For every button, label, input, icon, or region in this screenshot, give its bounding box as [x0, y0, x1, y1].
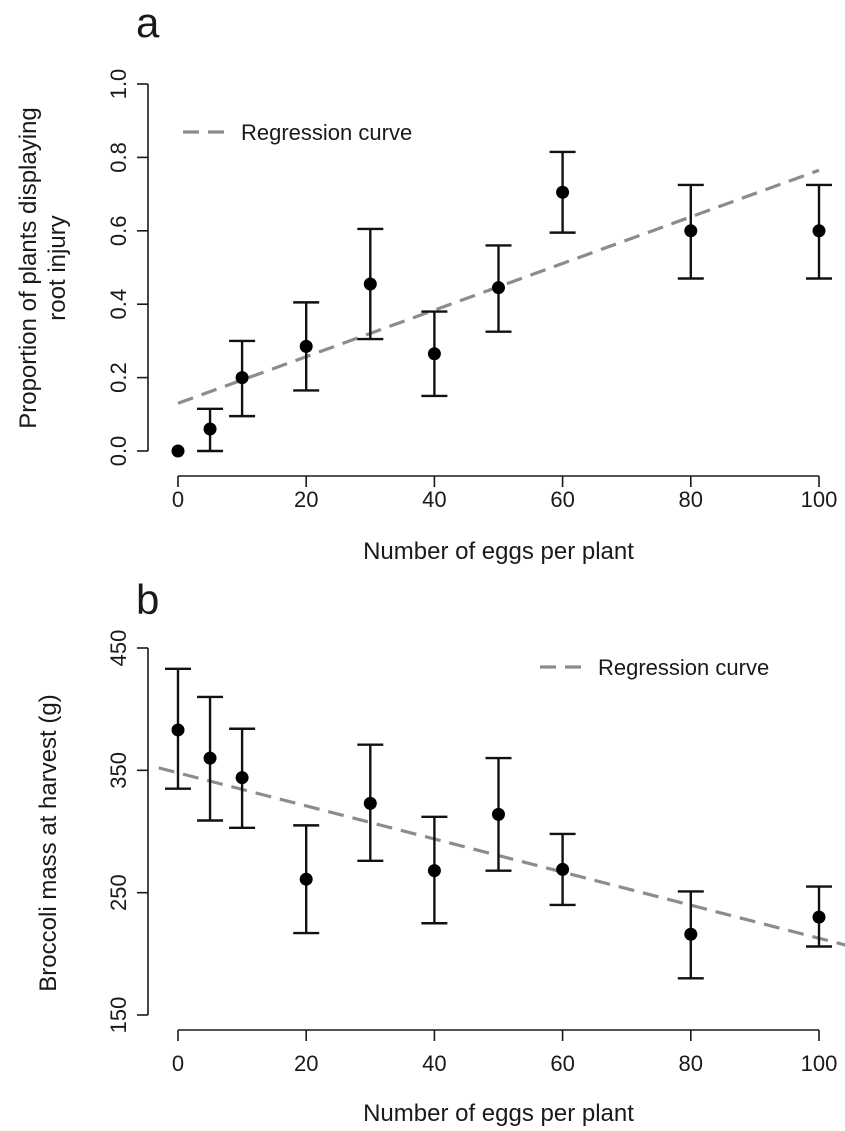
data-point [427, 864, 441, 878]
data-point [492, 281, 505, 295]
x-tick-label: 100 [801, 487, 838, 512]
x-axis-title: Number of eggs per plant [363, 538, 634, 565]
x-axis-title: Number of eggs per plant [363, 1100, 634, 1127]
data-point [363, 796, 377, 810]
y-tick-label: 0.0 [106, 436, 131, 467]
y-tick-label: 450 [106, 630, 131, 667]
x-tick-label: 80 [679, 1051, 703, 1076]
data-point [299, 339, 313, 353]
x-tick-label: 40 [422, 487, 446, 512]
data-point [203, 751, 217, 765]
data-point [171, 723, 185, 737]
data-point [556, 185, 570, 199]
x-tick-label: 20 [294, 1051, 318, 1076]
data-point [299, 872, 313, 886]
y-axis-title-line: Proportion of plants displaying [15, 107, 42, 429]
y-axis-title: Broccoli mass at harvest (g) [35, 694, 62, 991]
y-tick-label: 0.2 [106, 362, 131, 393]
panel-a-letter: a [136, 0, 160, 46]
y-tick-label: 0.4 [106, 289, 131, 320]
data-point [812, 224, 826, 238]
y-tick-label: 0.6 [106, 216, 131, 247]
y-axis-title: Proportion of plants displayingroot inju… [15, 107, 71, 429]
x-tick-label: 80 [679, 487, 703, 512]
data-point [235, 771, 249, 785]
y-tick-label: 150 [106, 997, 131, 1034]
y-tick-label: 0.8 [106, 142, 131, 173]
data-point [684, 224, 698, 238]
regression-line [158, 766, 845, 947]
data-point [235, 371, 249, 385]
y-axis-title-line: root injury [44, 215, 71, 320]
data-point [556, 862, 570, 876]
y-axis-title-line: Broccoli mass at harvest (g) [35, 694, 62, 991]
legend-label: Regression curve [598, 655, 769, 680]
x-tick-label: 0 [172, 487, 184, 512]
panel-b-chart: 0 20 40 60 80 100 150 250 350 450 Number of eggs p… [35, 630, 845, 1127]
data-point [203, 422, 217, 436]
x-tick-label: 0 [172, 1051, 184, 1076]
x-tick-label: 60 [550, 1051, 574, 1076]
y-tick-label: 350 [106, 752, 131, 789]
x-tick-label: 60 [550, 487, 574, 512]
x-tick-label: 100 [801, 1051, 838, 1076]
panel-b-letter: b [136, 576, 159, 623]
data-point [684, 927, 698, 941]
data-point [492, 807, 505, 821]
y-tick-label: 250 [106, 874, 131, 911]
legend-label: Regression curve [241, 120, 412, 145]
data-point [363, 277, 377, 291]
regression-line [177, 168, 820, 405]
panel-a-chart: 0 20 40 60 80 100 0.0 0.2 0.4 0.6 0.8 1.0 Number of … [15, 69, 837, 565]
x-tick-label: 40 [422, 1051, 446, 1076]
data-point [171, 444, 185, 458]
x-tick-label: 20 [294, 487, 318, 512]
y-tick-label: 1.0 [106, 69, 131, 100]
data-point [427, 347, 441, 361]
data-point [812, 910, 826, 924]
